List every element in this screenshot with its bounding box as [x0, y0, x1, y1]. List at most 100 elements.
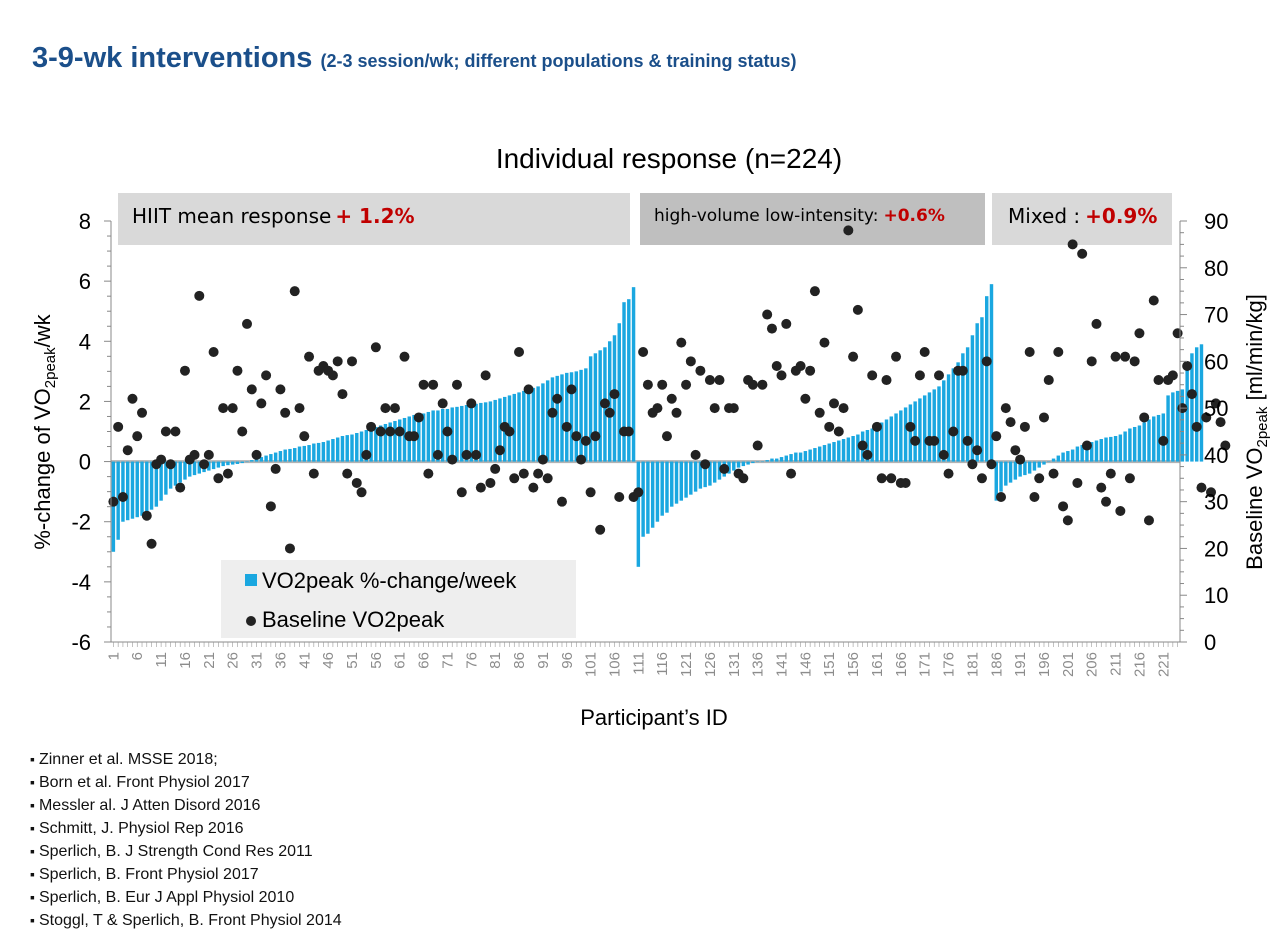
bar [1099, 439, 1103, 462]
bar [555, 375, 559, 462]
bar [273, 452, 278, 462]
left-tick-label: 4 [79, 329, 91, 354]
bar [980, 317, 984, 462]
bar [345, 435, 349, 462]
dot [480, 370, 491, 381]
dot [1038, 412, 1049, 423]
reference-item: Born et al. Front Physiol 2017 [30, 771, 342, 794]
bar [999, 461, 1003, 492]
dot [757, 379, 768, 390]
legend-dot-label: Baseline VO2peak [262, 607, 445, 632]
bar [335, 437, 340, 462]
dot [867, 370, 878, 381]
dot [528, 482, 539, 493]
bar [159, 461, 163, 501]
dot [681, 379, 692, 390]
bar [961, 353, 965, 462]
bar [922, 395, 927, 462]
bar [1008, 461, 1013, 483]
bar [1051, 458, 1056, 462]
bar [135, 461, 139, 518]
dot [179, 365, 190, 376]
bar [846, 437, 851, 462]
bar [975, 323, 979, 462]
bar [913, 401, 917, 462]
left-tick-label: -2 [71, 510, 91, 535]
bar [588, 356, 593, 462]
bar [250, 460, 254, 462]
bar [264, 455, 268, 462]
dot [862, 449, 873, 460]
x-tick-label: 131 [726, 652, 743, 677]
dot [394, 426, 405, 437]
legend-dot-swatch [246, 616, 256, 626]
x-tick-label: 136 [750, 652, 767, 677]
bar [942, 380, 946, 462]
x-tick-label: 146 [797, 652, 814, 677]
bar [269, 454, 273, 462]
bar [1118, 434, 1123, 462]
dot [752, 440, 763, 451]
dot [1019, 421, 1030, 432]
bar [436, 410, 440, 462]
bar [536, 386, 540, 462]
dot [208, 346, 219, 357]
bar [488, 401, 493, 462]
dot [466, 398, 477, 409]
x-tick-label: 101 [583, 652, 600, 677]
dot [1077, 248, 1088, 259]
bar [130, 461, 135, 519]
dot [437, 398, 448, 409]
dot [189, 449, 200, 460]
bar [211, 461, 216, 470]
dot [762, 309, 773, 320]
bar [837, 440, 841, 462]
bar [660, 461, 664, 516]
bar [1180, 389, 1185, 462]
dot [1172, 328, 1183, 339]
dot [409, 431, 420, 442]
bar [1132, 426, 1137, 462]
dot [165, 459, 176, 470]
dot [413, 412, 424, 423]
dot [270, 463, 281, 474]
dot [972, 445, 983, 456]
dot [876, 473, 887, 484]
bar [1070, 449, 1075, 462]
dot [1186, 389, 1197, 400]
x-tick-label: 16 [177, 652, 194, 669]
right-tick-label: 50 [1204, 396, 1228, 421]
dot [599, 398, 610, 409]
references-list: Zinner et al. MSSE 2018; Born et al. Fro… [30, 748, 342, 932]
bar [526, 389, 531, 462]
dot [289, 286, 300, 297]
bar [813, 448, 817, 462]
bar [1056, 455, 1061, 462]
x-tick-label: 216 [1131, 652, 1148, 677]
dot [1053, 346, 1064, 357]
dot [914, 370, 925, 381]
bar [951, 368, 956, 462]
bar [474, 403, 478, 462]
dot [146, 538, 157, 549]
dot [747, 379, 758, 390]
dot [1043, 375, 1054, 386]
dot [829, 398, 840, 409]
dot [294, 403, 305, 414]
bar [455, 406, 459, 462]
x-tick-label: 151 [821, 652, 838, 677]
dot [996, 491, 1007, 502]
x-tick-label: 91 [535, 652, 552, 669]
bar [822, 445, 827, 462]
bar [140, 461, 144, 516]
bar [627, 299, 631, 462]
bar [431, 410, 435, 462]
dot [1010, 445, 1021, 456]
dot [1129, 356, 1140, 367]
bar [493, 399, 497, 462]
bar [378, 425, 383, 462]
dot [704, 375, 715, 386]
dot [1110, 351, 1121, 362]
bar [464, 405, 469, 462]
dot [418, 379, 429, 390]
